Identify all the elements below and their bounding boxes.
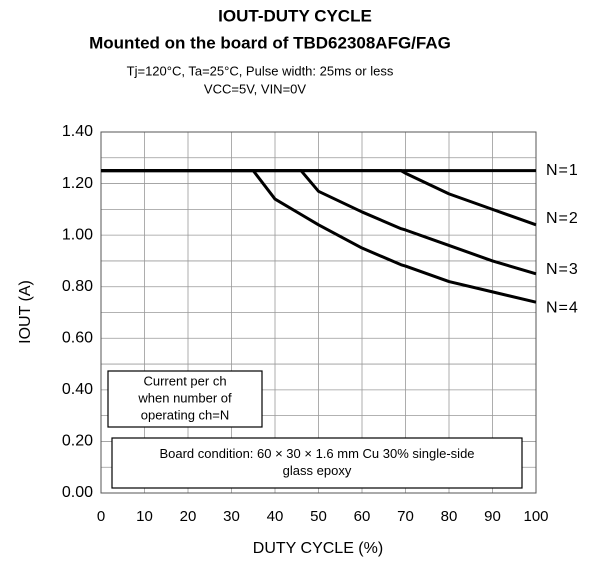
y-axis-label: IOUT (A): [17, 280, 34, 344]
x-tick-label: 50: [310, 508, 327, 525]
annotation-box: [111, 437, 523, 489]
plot-frame: [100, 131, 537, 494]
x-tick-label: 60: [354, 508, 371, 525]
x-tick-label: 10: [136, 508, 153, 525]
series-label: N=3: [546, 261, 579, 278]
y-tick-label: 1.20: [62, 175, 93, 192]
chart-title: IOUT-DUTY CYCLE: [218, 6, 372, 25]
x-tick-label: 80: [441, 508, 458, 525]
subtitle: VCC=5V, VIN=0V: [204, 81, 306, 96]
x-tick-label: 30: [223, 508, 240, 525]
annotation-box: [107, 370, 263, 428]
y-tick-label: 0.40: [62, 381, 93, 398]
y-tick-label: 1.00: [62, 226, 93, 243]
y-tick-label: 0.00: [62, 484, 93, 501]
series-label: N=2: [546, 210, 579, 227]
series-label: N=1: [546, 162, 579, 179]
chart-title: Mounted on the board of TBD62308AFG/FAG: [89, 33, 451, 52]
x-tick-label: 100: [523, 508, 548, 525]
series-line: [101, 169, 537, 276]
annotation-text: when number of: [137, 390, 232, 405]
y-tick-label: 0.60: [62, 330, 93, 347]
series-line: [101, 169, 537, 304]
x-tick-label: 0: [97, 508, 105, 525]
x-tick-label: 90: [484, 508, 501, 525]
y-tick-label: 0.20: [62, 433, 93, 450]
series-label: N=4: [546, 299, 579, 316]
annotation-text: Current per ch: [143, 373, 226, 388]
x-axis-label: DUTY CYCLE (%): [253, 540, 383, 557]
annotation-text: operating ch=N: [141, 407, 230, 422]
y-tick-label: 0.80: [62, 278, 93, 295]
x-tick-label: 20: [180, 508, 197, 525]
x-tick-label: 40: [267, 508, 284, 525]
annotation-text: glass epoxy: [283, 463, 352, 478]
y-tick-label: 1.40: [62, 123, 93, 140]
subtitle: Tj=120°C, Ta=25°C, Pulse width: 25ms or …: [127, 63, 394, 78]
annotation-text: Board condition: 60 × 30 × 1.6 mm Cu 30%…: [159, 446, 474, 461]
x-tick-label: 70: [397, 508, 414, 525]
